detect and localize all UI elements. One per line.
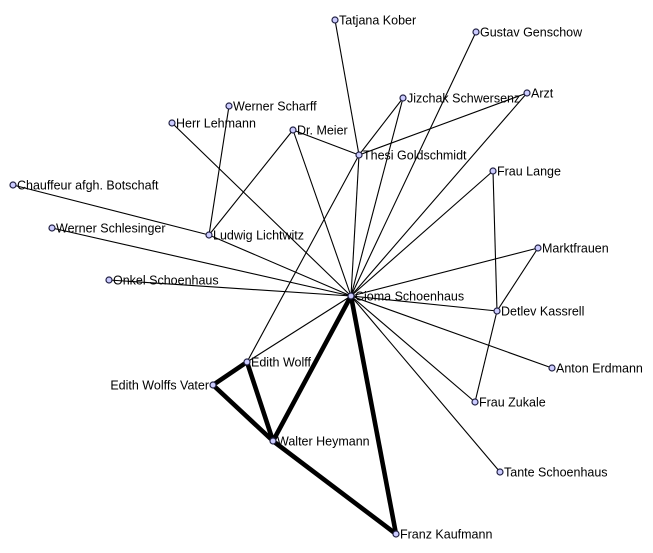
node-label-werner-scharff: Werner Scharff [233, 100, 317, 114]
node-franz-kaufmann[interactable] [392, 530, 400, 538]
edge-cioma-schoenhaus--franz-kaufmann [348, 295, 399, 535]
edge-tatjana-kober--thesi-goldschmidt [334, 19, 360, 156]
node-edith-wolff[interactable] [243, 358, 251, 366]
node-label-frau-lange: Frau Lange [497, 165, 561, 179]
node-label-franz-kaufmann: Franz Kaufmann [400, 528, 492, 542]
node-label-marktfrauen: Marktfrauen [542, 242, 609, 256]
edge-onkel-schoenhaus--cioma-schoenhaus [108, 279, 352, 297]
node-label-anton-erdmann: Anton Erdmann [556, 362, 643, 376]
node-gustav-genschow[interactable] [472, 28, 480, 36]
node-label-walter-heymann: Walter Heymann [277, 435, 370, 449]
node-label-ludwig-lichtwitz: Ludwig Lichtwitz [213, 229, 304, 243]
node-detlev-kassrell[interactable] [493, 307, 501, 315]
node-marktfrauen[interactable] [534, 244, 542, 252]
edge-jizchak-schwersenz--thesi-goldschmidt [358, 97, 404, 156]
edge-edith-wolff--walter-heymann [244, 361, 276, 442]
edge-marktfrauen--detlev-kassrell [496, 247, 539, 312]
edge-arzt--cioma-schoenhaus [350, 92, 528, 297]
node-arzt[interactable] [523, 89, 531, 97]
node-label-werner-schlesinger: Werner Schlesinger [56, 222, 166, 236]
edge-dr-meier--ludwig-lichtwitz [208, 129, 294, 236]
node-dr-meier[interactable] [289, 126, 297, 134]
node-label-edith-wolff: Edith Wolff [251, 356, 312, 370]
node-thesi-goldschmidt[interactable] [355, 151, 363, 159]
edge-edith-wolff--edith-wolffs-vater [211, 360, 249, 387]
node-label-detlev-kassrell: Detlev Kassrell [501, 305, 584, 319]
edge-frau-zukale--cioma-schoenhaus [350, 295, 476, 403]
node-label-jizchak-schwersenz: Jizchak Schwersenz [407, 92, 520, 106]
edge-herr-lehmann--cioma-schoenhaus [171, 122, 352, 297]
node-herr-lehmann[interactable] [168, 119, 176, 127]
node-frau-zukale[interactable] [471, 398, 479, 406]
edge-jizchak-schwersenz--cioma-schoenhaus [350, 97, 404, 297]
edge-anton-erdmann--cioma-schoenhaus [350, 295, 553, 369]
node-tante-schoenhaus[interactable] [496, 468, 504, 476]
edge-werner-scharff--ludwig-lichtwitz [208, 105, 230, 236]
node-walter-heymann[interactable] [269, 437, 277, 445]
node-cioma-schoenhaus[interactable] [347, 292, 355, 300]
edge-werner-schlesinger--cioma-schoenhaus [51, 227, 352, 297]
node-label-tatjana-kober: Tatjana Kober [339, 14, 416, 28]
node-label-herr-lehmann: Herr Lehmann [176, 117, 256, 131]
node-label-edith-wolffs-vater: Edith Wolffs Vater [110, 379, 209, 393]
node-label-arzt: Arzt [531, 87, 554, 101]
edge-detlev-kassrell--frau-zukale [474, 310, 498, 403]
node-frau-lange[interactable] [489, 167, 497, 175]
node-chauffeur-afgh-botschaft[interactable] [9, 181, 17, 189]
edge-walter-heymann--franz-kaufmann [271, 439, 398, 536]
edge-tante-schoenhaus--cioma-schoenhaus [350, 295, 501, 473]
edge-gustav-genschow--cioma-schoenhaus [350, 31, 477, 297]
edge-edith-wolff--cioma-schoenhaus [246, 295, 352, 363]
node-label-onkel-schoenhaus: Onkel Schoenhaus [113, 274, 219, 288]
node-label-gustav-genschow: Gustav Genschow [480, 26, 583, 40]
node-onkel-schoenhaus[interactable] [105, 276, 113, 284]
node-label-tante-schoenhaus: Tante Schoenhaus [504, 466, 608, 480]
node-werner-schlesinger[interactable] [48, 224, 56, 232]
node-werner-scharff[interactable] [225, 102, 233, 110]
edge-ludwig-lichtwitz--cioma-schoenhaus [208, 234, 352, 297]
edge-cioma-schoenhaus--walter-heymann [270, 294, 354, 443]
node-label-dr-meier: Dr. Meier [297, 124, 348, 138]
edge-frau-lange--detlev-kassrell [492, 170, 498, 312]
edge-detlev-kassrell--cioma-schoenhaus [350, 295, 498, 312]
node-jizchak-schwersenz[interactable] [399, 94, 407, 102]
edge-thesi-goldschmidt--edith-wolff [246, 154, 360, 363]
node-label-cioma-schoenhaus: Cioma Schoenhaus [355, 290, 464, 304]
node-label-chauffeur-afgh-botschaft: Chauffeur afgh. Botschaft [17, 179, 159, 193]
node-edith-wolffs-vater[interactable] [209, 381, 217, 389]
edge-dr-meier--thesi-goldschmidt [292, 129, 360, 156]
edge-edith-wolffs-vater--walter-heymann [211, 383, 275, 443]
node-tatjana-kober[interactable] [331, 16, 339, 24]
edge-arzt--thesi-goldschmidt [358, 92, 528, 156]
node-label-frau-zukale: Frau Zukale [479, 396, 546, 410]
node-label-thesi-goldschmidt: Thesi Goldschmidt [363, 149, 467, 163]
node-anton-erdmann[interactable] [548, 364, 556, 372]
edge-marktfrauen--cioma-schoenhaus [350, 247, 539, 297]
edge-frau-lange--cioma-schoenhaus [350, 170, 494, 297]
node-ludwig-lichtwitz[interactable] [205, 231, 213, 239]
edge-thesi-goldschmidt--cioma-schoenhaus [350, 154, 360, 297]
edge-chauffeur-afgh-botschaft--ludwig-lichtwitz [12, 184, 210, 236]
edge-dr-meier--cioma-schoenhaus [292, 129, 352, 297]
